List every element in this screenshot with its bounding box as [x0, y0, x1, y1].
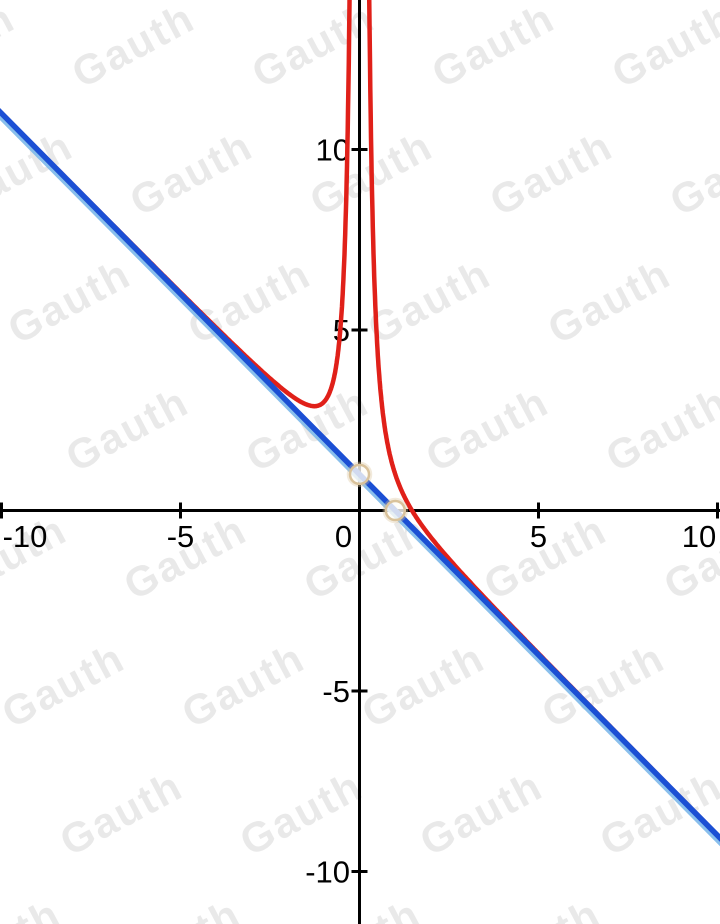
x-tick-label: 0	[335, 519, 352, 554]
watermark-text: Gauth	[418, 378, 556, 481]
x-tick-label: 10	[682, 519, 716, 554]
x-tick-label: -10	[3, 519, 48, 554]
watermark-text: Gauth	[180, 250, 318, 353]
watermark-text: Gauth	[296, 506, 434, 609]
x-tick-label: 5	[530, 519, 547, 554]
y-tick-label: -10	[305, 855, 350, 890]
y-tick-label: -5	[322, 674, 350, 709]
point-marker	[384, 499, 407, 522]
watermark-text: Gauth	[64, 0, 202, 97]
watermark-text: Gauth	[110, 890, 248, 924]
watermark-text: Gauth	[232, 762, 370, 865]
watermark-text: Gauth	[0, 122, 80, 225]
y-tick-label: 10	[316, 133, 350, 168]
watermark-text: Gauth	[650, 890, 720, 924]
point-halo	[382, 497, 409, 524]
watermark-text: Gauth	[52, 762, 190, 865]
watermark-text: Gauth	[0, 0, 22, 97]
x-tick-label: -5	[167, 519, 195, 554]
watermark-text: Gauth	[470, 890, 608, 924]
watermark-text: Gauth	[424, 0, 562, 97]
watermark-text: Gauth	[598, 378, 720, 481]
marked-point	[346, 461, 373, 488]
watermark-text: Gauth	[58, 378, 196, 481]
watermark-text: Gauth	[360, 250, 498, 353]
watermark-text: Gauth	[354, 634, 492, 737]
watermark-text: Gauth	[0, 634, 132, 737]
point-marker	[348, 463, 371, 486]
watermark-text: Gauth	[604, 0, 720, 97]
watermark-text: Gauth	[0, 250, 138, 353]
watermark-text: Gauth	[714, 634, 720, 737]
watermark-text: Gauth	[122, 122, 260, 225]
point-halo	[346, 461, 373, 488]
watermark-text: Gauth	[412, 762, 550, 865]
watermark-text: Gauth	[0, 890, 68, 924]
marked-point	[382, 497, 409, 524]
watermark-text: Gauth	[662, 122, 720, 225]
watermark-text: Gauth	[540, 250, 678, 353]
watermark-text: Gauth	[482, 122, 620, 225]
watermark-text: Gauth	[174, 634, 312, 737]
watermark-text: Gauth	[244, 0, 382, 97]
